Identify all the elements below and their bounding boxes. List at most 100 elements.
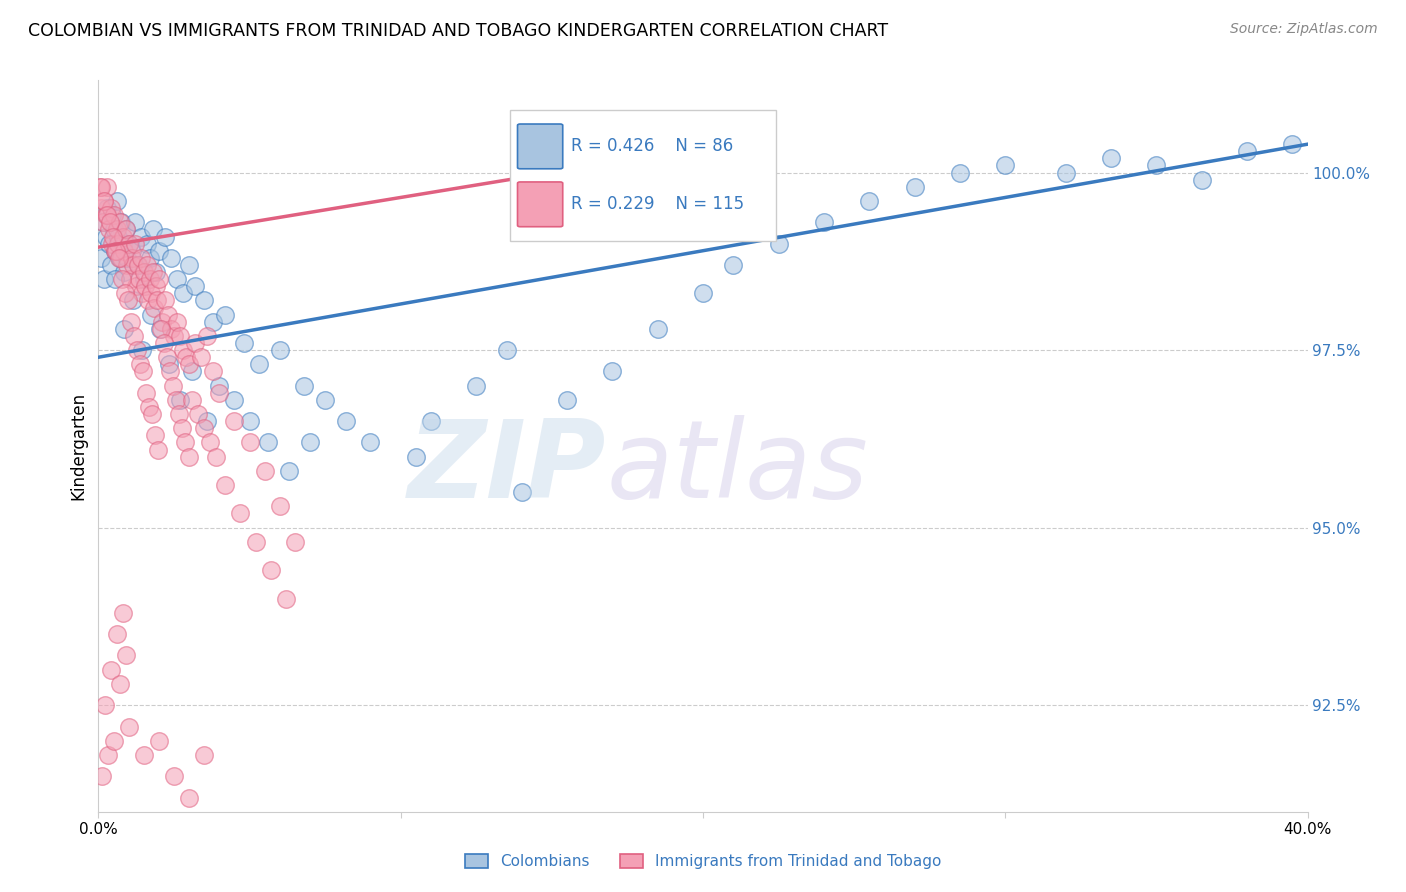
Point [115,251,138,265]
Point [1236,145,1258,159]
Point [187,407,209,421]
Point [1191,172,1213,186]
Point [172,286,194,301]
Point [1281,137,1303,152]
Point [115,648,138,663]
Point [1146,159,1168,173]
Point [166,315,188,329]
Point [104,244,127,258]
Point [145,279,167,293]
Point [96,208,118,222]
Point [141,308,163,322]
Point [105,627,128,641]
Point [904,179,927,194]
Point [177,450,200,464]
Point [153,293,176,308]
Point [132,265,155,279]
Point [104,244,127,258]
Point [142,222,165,236]
Point [269,343,291,358]
Text: ZIP: ZIP [408,415,606,521]
Point [112,322,135,336]
Point [112,244,135,258]
Point [292,378,315,392]
Point [98,215,121,229]
Point [124,236,146,251]
Point [105,194,128,208]
Point [858,194,880,208]
Point [193,293,215,308]
Point [143,301,166,315]
Point [117,293,139,308]
Point [112,265,135,279]
Point [122,258,145,272]
Point [91,215,114,229]
Point [132,272,155,286]
Point [174,350,197,364]
Point [179,258,201,272]
Point [162,378,184,392]
Point [239,414,262,428]
Point [723,258,745,272]
Point [120,315,142,329]
Point [181,364,204,378]
Point [107,229,129,244]
Point [153,336,176,351]
Point [115,258,138,272]
Point [111,272,134,286]
Point [141,286,163,301]
Point [224,414,246,428]
Point [103,222,125,236]
Point [510,485,533,500]
Point [214,308,236,322]
Point [169,392,191,407]
Point [314,392,336,407]
Point [111,236,134,251]
Point [148,733,170,747]
Point [98,236,121,251]
Point [208,385,231,400]
Point [495,343,517,358]
Point [193,421,215,435]
Point [103,733,125,747]
Point [90,179,112,194]
Point [229,507,252,521]
Point [98,222,121,236]
Point [141,407,163,421]
Point [90,251,112,265]
Point [121,251,143,265]
Point [122,293,145,308]
Point [150,322,173,336]
Point [93,194,115,208]
Point [94,229,117,244]
Point [110,215,132,229]
Point [247,357,270,371]
Point [107,236,129,251]
Point [138,400,160,414]
Point [101,229,124,244]
Point [96,179,118,194]
Point [202,364,225,378]
Point [104,244,127,258]
Point [692,286,714,301]
Point [224,392,246,407]
Point [602,364,624,378]
Point [135,236,157,251]
Point [129,229,152,244]
Point [169,329,191,343]
Point [120,272,142,286]
Point [253,464,276,478]
Point [94,208,117,222]
Point [108,677,131,691]
Point [245,534,267,549]
Legend: Colombians, Immigrants from Trinidad and Tobago: Colombians, Immigrants from Trinidad and… [458,848,948,875]
Point [145,265,167,279]
Point [108,251,131,265]
Point [91,769,114,783]
Point [181,392,204,407]
Point [100,201,122,215]
Point [132,747,155,762]
Point [148,272,170,286]
Point [172,343,194,358]
Point [127,258,149,272]
